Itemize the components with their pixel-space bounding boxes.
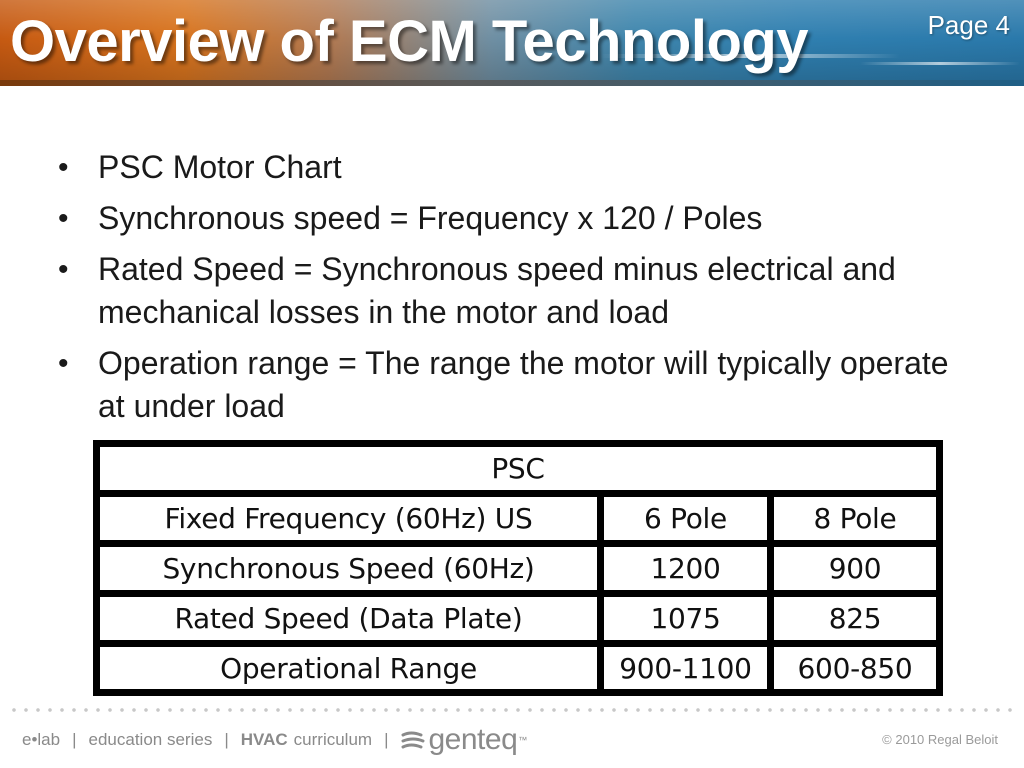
- table-header-8-pole: 8 Pole: [774, 497, 936, 540]
- bullet-text: Synchronous speed = Frequency x 120 / Po…: [98, 200, 763, 236]
- bullet-dot: •: [58, 202, 69, 235]
- page-number: Page 4: [927, 10, 1010, 40]
- table-header-label: Fixed Frequency (60Hz) US: [100, 497, 597, 540]
- footer-separator: |: [72, 730, 77, 749]
- banner-sheen: [0, 0, 1024, 86]
- banner-streak: [600, 54, 900, 58]
- table-cell: 1200: [604, 547, 767, 590]
- psc-table: PSC Fixed Frequency (60Hz) US 6 Pole 8 P…: [93, 440, 943, 696]
- genteq-wordmark: genteq: [428, 723, 518, 756]
- bullet-item: • Operation range = The range the motor …: [58, 342, 958, 428]
- bullet-item: • Synchronous speed = Frequency x 120 / …: [58, 197, 958, 240]
- table-row-label: Rated Speed (Data Plate): [100, 597, 597, 640]
- table-cell: 1075: [604, 597, 767, 640]
- footer-separator: |: [224, 730, 229, 749]
- banner-streak: [860, 62, 1020, 65]
- copyright-notice: © 2010 Regal Beloit: [882, 732, 998, 747]
- footer-bar: e•lab | education series | HVAC curricul…: [22, 723, 527, 757]
- bullet-list: • PSC Motor Chart • Synchronous speed = …: [58, 146, 958, 436]
- table-cell: 900: [774, 547, 936, 590]
- footer-elab: e•lab: [22, 730, 61, 749]
- table-header-6-pole: 6 Pole: [604, 497, 767, 540]
- footer-curriculum: curriculum: [293, 730, 373, 749]
- footer-education-series: education series: [88, 730, 213, 749]
- table-title: PSC: [100, 447, 936, 490]
- bullet-text: Rated Speed = Synchronous speed minus el…: [98, 251, 896, 330]
- bullet-dot: •: [58, 347, 69, 380]
- bullet-dot: •: [58, 151, 69, 184]
- genteq-swoosh-icon: [401, 731, 424, 749]
- bullet-dot: •: [58, 253, 69, 286]
- title-banner: Overview of ECM Technology Page 4: [0, 0, 1024, 86]
- table-cell: 600-850: [774, 647, 936, 689]
- table-row-label: Operational Range: [100, 647, 597, 689]
- bullet-item: • Rated Speed = Synchronous speed minus …: [58, 248, 958, 334]
- bullet-item: • PSC Motor Chart: [58, 146, 958, 189]
- slide-title: Overview of ECM Technology: [10, 9, 809, 74]
- banner-underline: [0, 80, 1024, 86]
- trademark-mark: ™: [518, 735, 527, 745]
- footer-dotted-rule: [8, 706, 1016, 714]
- bullet-text: Operation range = The range the motor wi…: [98, 345, 949, 424]
- footer-hvac: HVAC: [240, 730, 288, 749]
- table-cell: 825: [774, 597, 936, 640]
- footer-separator: |: [384, 730, 389, 749]
- table-row-label: Synchronous Speed (60Hz): [100, 547, 597, 590]
- genteq-logo: genteq ™: [401, 723, 527, 757]
- table-cell: 900-1100: [604, 647, 767, 689]
- bullet-text: PSC Motor Chart: [98, 149, 342, 185]
